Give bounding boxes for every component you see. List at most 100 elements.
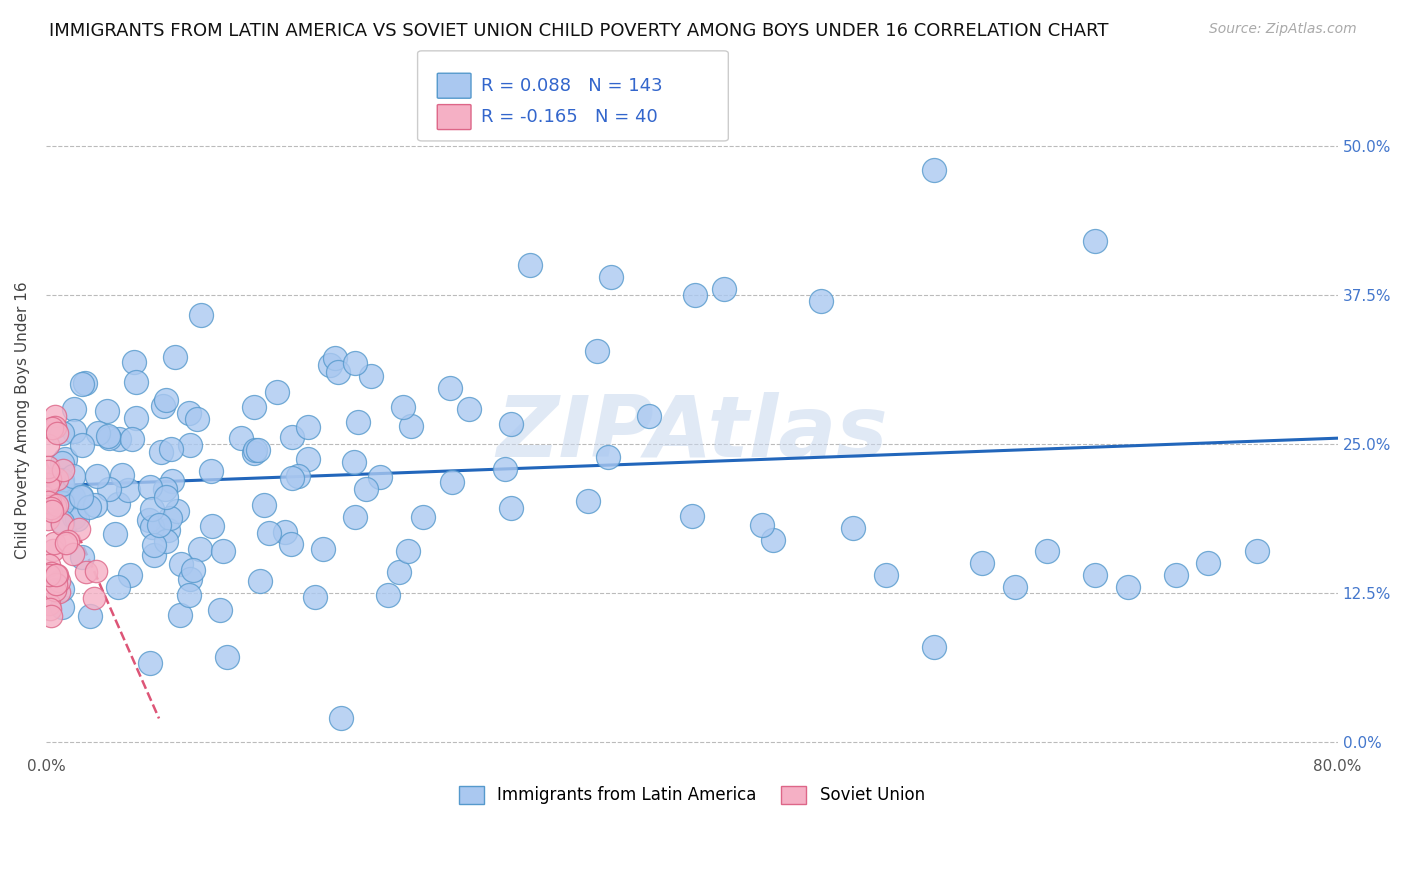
Point	[243, 443, 266, 458]
Point	[51, 599, 73, 614]
Point	[190, 308, 212, 322]
Point	[39, 501, 62, 516]
Point	[157, 524, 180, 538]
Point	[343, 356, 366, 370]
Point	[494, 462, 516, 476]
Point	[242, 400, 264, 414]
Point	[875, 568, 897, 582]
Point	[212, 543, 235, 558]
Point	[139, 657, 162, 671]
Point	[155, 534, 177, 549]
Point	[922, 640, 945, 654]
Point	[86, 469, 108, 483]
Point	[37, 438, 59, 452]
Point	[67, 522, 90, 536]
Point	[107, 581, 129, 595]
Point	[51, 456, 73, 470]
Point	[70, 489, 93, 503]
Point	[297, 420, 319, 434]
Point	[46, 472, 69, 486]
Point	[354, 483, 377, 497]
Point	[41, 420, 63, 434]
Point	[685, 288, 707, 302]
Point	[392, 400, 415, 414]
Point	[280, 537, 302, 551]
Point	[97, 482, 120, 496]
Point	[69, 490, 91, 504]
Point	[46, 426, 69, 441]
Point	[66, 512, 89, 526]
Point	[62, 490, 84, 504]
Point	[155, 393, 177, 408]
Point	[48, 574, 70, 589]
Point	[347, 415, 370, 429]
Point	[600, 270, 623, 285]
Point	[51, 515, 73, 529]
Point	[152, 399, 174, 413]
Point	[153, 482, 176, 496]
Point	[39, 495, 62, 509]
Point	[97, 431, 120, 445]
Point	[343, 510, 366, 524]
Point	[70, 437, 93, 451]
Point	[51, 516, 73, 531]
Point	[83, 591, 105, 605]
Point	[458, 402, 481, 417]
Point	[70, 549, 93, 564]
Point	[44, 583, 66, 598]
Point	[229, 431, 252, 445]
Point	[200, 464, 222, 478]
Point	[44, 409, 66, 424]
Point	[73, 376, 96, 390]
Point	[810, 293, 832, 308]
Point	[48, 585, 70, 599]
Point	[586, 343, 609, 358]
Point	[499, 417, 522, 432]
Point	[51, 496, 73, 510]
Point	[1198, 557, 1220, 571]
Point	[842, 520, 865, 534]
Point	[138, 513, 160, 527]
Point	[287, 468, 309, 483]
Point	[312, 541, 335, 556]
Point	[38, 597, 60, 611]
Point	[1084, 568, 1107, 582]
Point	[360, 368, 382, 383]
Point	[387, 566, 409, 580]
Point	[166, 503, 188, 517]
Point	[51, 492, 73, 507]
Point	[51, 426, 73, 441]
Point	[41, 504, 63, 518]
Point	[281, 470, 304, 484]
Point	[713, 282, 735, 296]
Point	[179, 406, 201, 420]
Point	[150, 445, 173, 459]
Point	[519, 258, 541, 272]
Point	[79, 609, 101, 624]
Point	[63, 401, 86, 416]
Point	[253, 499, 276, 513]
Point	[326, 365, 349, 379]
Point	[761, 533, 783, 547]
Point	[246, 443, 269, 458]
Point	[84, 564, 107, 578]
Point	[121, 432, 143, 446]
Point	[111, 468, 134, 483]
Point	[201, 519, 224, 533]
Point	[1004, 580, 1026, 594]
Point	[42, 535, 65, 549]
Point	[117, 483, 139, 497]
Point	[249, 574, 271, 588]
Point	[75, 565, 97, 579]
Point	[39, 566, 62, 580]
Point	[51, 582, 73, 597]
Point	[972, 557, 994, 571]
Point	[97, 429, 120, 443]
Point	[44, 499, 66, 513]
Text: ZIPAtlas: ZIPAtlas	[496, 392, 887, 475]
Point	[274, 524, 297, 539]
Point	[1116, 580, 1139, 594]
Point	[38, 567, 60, 582]
Point	[155, 490, 177, 504]
Point	[141, 502, 163, 516]
